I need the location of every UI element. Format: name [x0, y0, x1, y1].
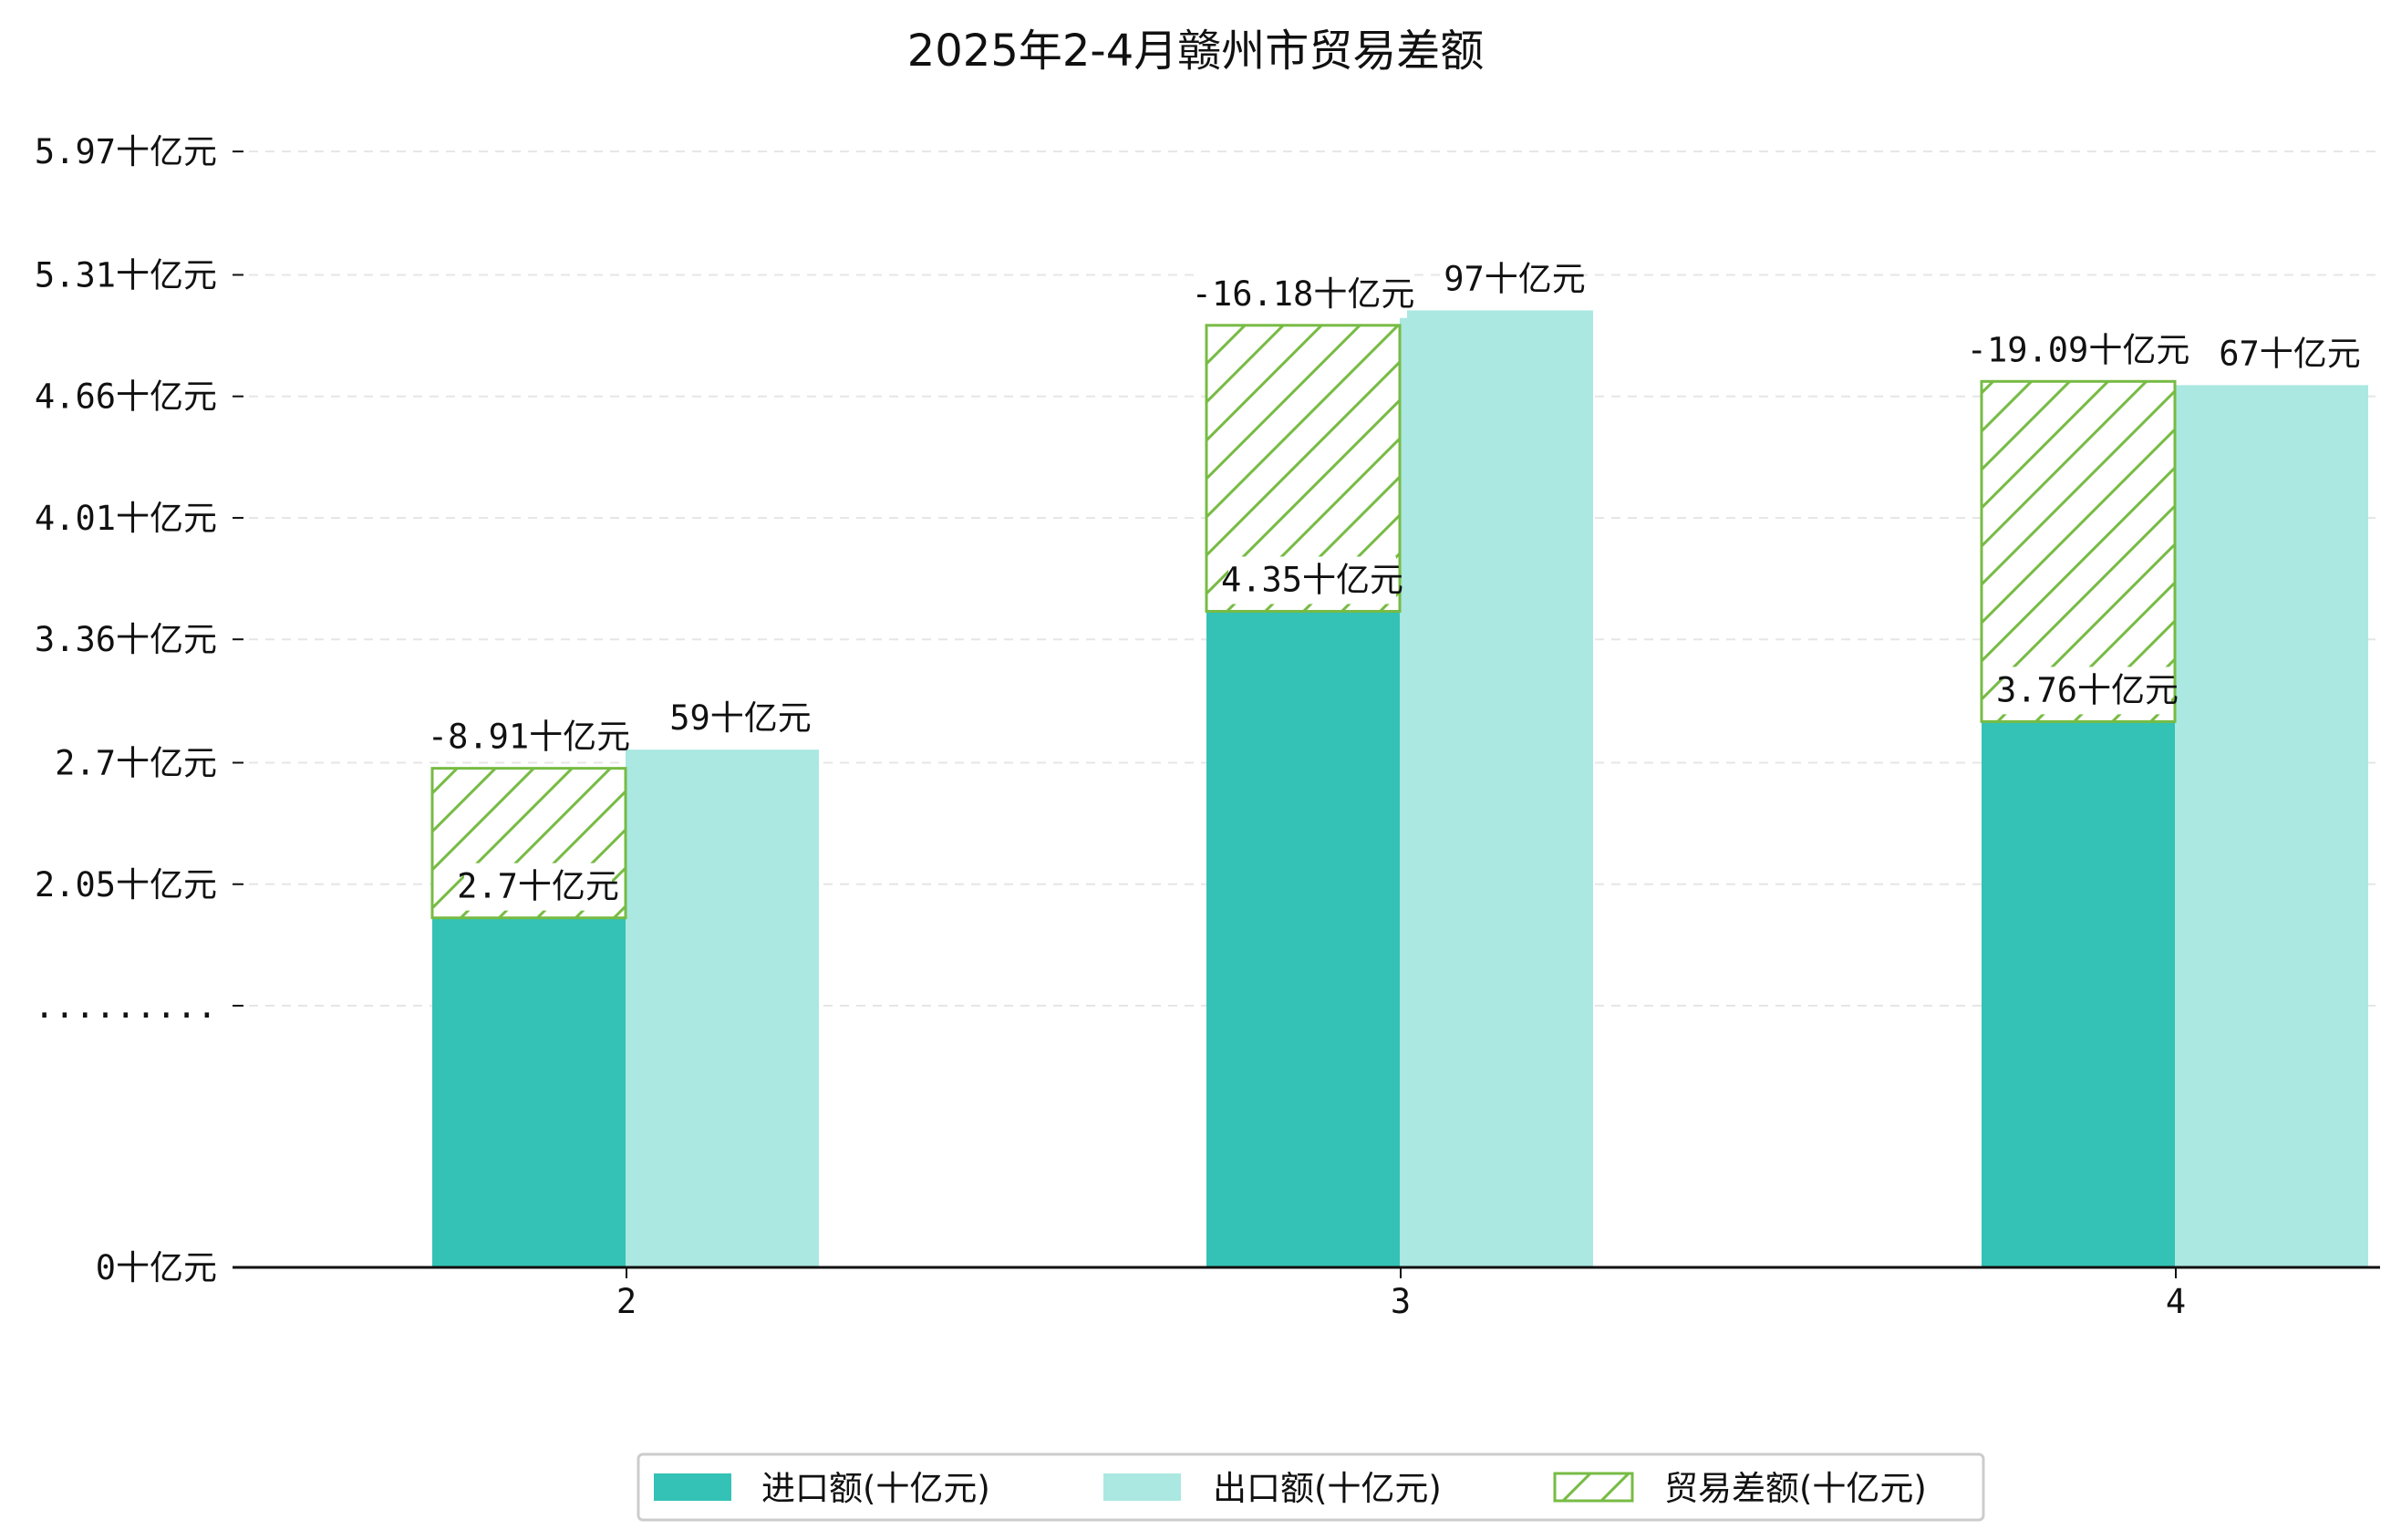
export-value-label: 59十亿元	[669, 698, 812, 738]
balance-value-label-bg	[435, 713, 623, 761]
balance-bar	[1980, 379, 2177, 723]
import-value-label-group: 3.76十亿元	[1996, 667, 2179, 715]
chart-title: 2025年2-4月赣州市贸易差额	[907, 26, 1485, 77]
legend-swatch-import	[654, 1473, 731, 1501]
export-bar	[626, 749, 819, 1267]
y-tick-label: 2.7十亿元	[55, 744, 217, 783]
x-tick-label: 2	[616, 1282, 637, 1321]
balance-value-label-bg	[1974, 326, 2182, 375]
import-value-label: 4.35十亿元	[1221, 560, 1403, 599]
bars	[430, 310, 2368, 1267]
import-value-label-group: 2.7十亿元	[457, 863, 619, 911]
y-tick-label: .........	[35, 987, 217, 1026]
balance-value-label-group: -19.09十亿元	[1967, 326, 2190, 375]
y-tick-label: 5.31十亿元	[35, 255, 217, 295]
export-value-label-bg	[2226, 330, 2354, 378]
balance-value-label: -16.18十亿元	[1192, 274, 1415, 314]
export-value-label: 67十亿元	[2219, 334, 2361, 373]
balance-value-label-group: -16.18十亿元	[1192, 270, 1415, 318]
import-value-label-bg	[1228, 556, 1396, 605]
legend-swatch-balance	[1553, 1472, 1634, 1503]
export-value-label-group: 67十亿元	[2219, 330, 2361, 378]
balance-value-label: -19.09十亿元	[1967, 330, 2190, 369]
import-value-label: 2.7十亿元	[457, 867, 619, 906]
legend-label-export: 出口额(十亿元)	[1213, 1469, 1442, 1508]
y-tick-label: 5.97十亿元	[35, 132, 217, 171]
data-labels: 2.7十亿元 -8.91十亿元 59十亿元 4.35十亿元 -16.18十亿元 97十亿元…	[428, 255, 2361, 911]
y-tick-label: 4.01十亿元	[35, 499, 217, 538]
legend: 进口额(十亿元) 出口额(十亿元) 贸易差额(十亿元)	[637, 1452, 1985, 1522]
x-tick-label: 3	[1391, 1282, 1411, 1321]
legend-label-balance: 贸易差额(十亿元)	[1664, 1469, 1927, 1508]
export-bar	[2175, 385, 2368, 1267]
y-tick-label: 2.05十亿元	[35, 865, 217, 904]
import-value-label-bg	[464, 863, 612, 911]
import-bar	[1982, 721, 2175, 1267]
export-bar	[1400, 310, 1593, 1267]
export-value-label-bg	[677, 695, 804, 743]
legend-swatch-export	[1103, 1473, 1181, 1501]
y-tick-label: 3.36十亿元	[35, 620, 217, 659]
balance-value-label-bg	[1199, 270, 1407, 318]
import-value-label-bg	[2003, 667, 2171, 715]
import-value-label: 3.76十亿元	[1996, 670, 2179, 709]
import-bar	[1206, 611, 1400, 1267]
export-value-label-bg	[1451, 255, 1578, 304]
export-value-label: 97十亿元	[1444, 259, 1586, 298]
export-value-label-group: 97十亿元	[1444, 255, 1586, 304]
export-value-label-group: 59十亿元	[669, 695, 812, 743]
x-axis: 2 3 4	[233, 1266, 2380, 1321]
y-tick-label: 0十亿元	[96, 1248, 217, 1287]
legend-frame	[637, 1452, 1985, 1522]
import-bar	[432, 917, 626, 1267]
x-tick-label: 4	[2166, 1282, 2186, 1321]
balance-value-label-group: -8.91十亿元	[428, 713, 630, 761]
y-axis: 0十亿元......... 2.05十亿元 2.7十亿元 3.36十亿元 4.01十亿元…	[35, 132, 243, 1287]
import-value-label-group: 4.35十亿元	[1221, 556, 1403, 605]
legend-label-import: 进口额(十亿元)	[761, 1469, 990, 1508]
y-tick-label: 4.66十亿元	[35, 377, 217, 417]
balance-value-label: -8.91十亿元	[428, 718, 630, 757]
